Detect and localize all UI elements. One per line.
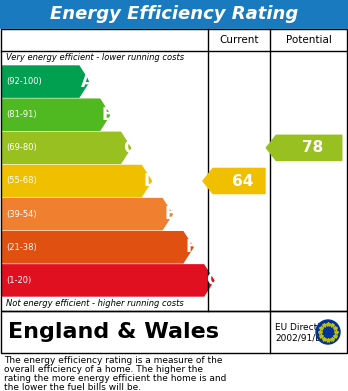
Text: The energy efficiency rating is a measure of the: The energy efficiency rating is a measur… bbox=[4, 356, 222, 365]
Text: G: G bbox=[206, 271, 220, 289]
Bar bbox=[1, 29, 347, 51]
Bar bbox=[1, 29, 347, 311]
Polygon shape bbox=[2, 66, 89, 97]
Text: E: E bbox=[164, 205, 176, 223]
Text: Not energy efficient - higher running costs: Not energy efficient - higher running co… bbox=[6, 300, 184, 308]
Text: Very energy efficient - lower running costs: Very energy efficient - lower running co… bbox=[6, 54, 184, 63]
Text: (92-100): (92-100) bbox=[6, 77, 42, 86]
Text: (69-80): (69-80) bbox=[6, 143, 37, 152]
Text: (39-54): (39-54) bbox=[6, 210, 37, 219]
Text: England & Wales: England & Wales bbox=[8, 322, 219, 342]
Text: overall efficiency of a home. The higher the: overall efficiency of a home. The higher… bbox=[4, 365, 203, 374]
Polygon shape bbox=[266, 135, 342, 160]
Text: C: C bbox=[122, 139, 135, 157]
Text: the lower the fuel bills will be.: the lower the fuel bills will be. bbox=[4, 383, 141, 391]
Text: F: F bbox=[185, 238, 196, 256]
Text: Potential: Potential bbox=[286, 35, 332, 45]
Text: Current: Current bbox=[219, 35, 259, 45]
Text: (21-38): (21-38) bbox=[6, 243, 37, 252]
Text: Energy Efficiency Rating: Energy Efficiency Rating bbox=[50, 5, 298, 23]
Text: (81-91): (81-91) bbox=[6, 110, 37, 119]
Circle shape bbox=[316, 320, 340, 344]
Text: (1-20): (1-20) bbox=[6, 276, 31, 285]
Polygon shape bbox=[2, 132, 130, 163]
Text: EU Directive: EU Directive bbox=[275, 323, 331, 332]
Text: 2002/91/EC: 2002/91/EC bbox=[275, 334, 327, 343]
Text: B: B bbox=[102, 106, 114, 124]
Bar bbox=[1, 311, 347, 353]
Text: A: A bbox=[81, 73, 94, 91]
Polygon shape bbox=[2, 99, 110, 130]
Polygon shape bbox=[2, 199, 172, 230]
Text: 78: 78 bbox=[302, 140, 324, 155]
Text: 64: 64 bbox=[232, 174, 254, 188]
Polygon shape bbox=[2, 165, 151, 197]
Polygon shape bbox=[2, 265, 214, 296]
Bar bbox=[0, 0, 348, 28]
Text: rating the more energy efficient the home is and: rating the more energy efficient the hom… bbox=[4, 374, 227, 383]
Polygon shape bbox=[2, 232, 193, 263]
Text: D: D bbox=[143, 172, 157, 190]
Text: (55-68): (55-68) bbox=[6, 176, 37, 185]
Polygon shape bbox=[203, 169, 265, 194]
